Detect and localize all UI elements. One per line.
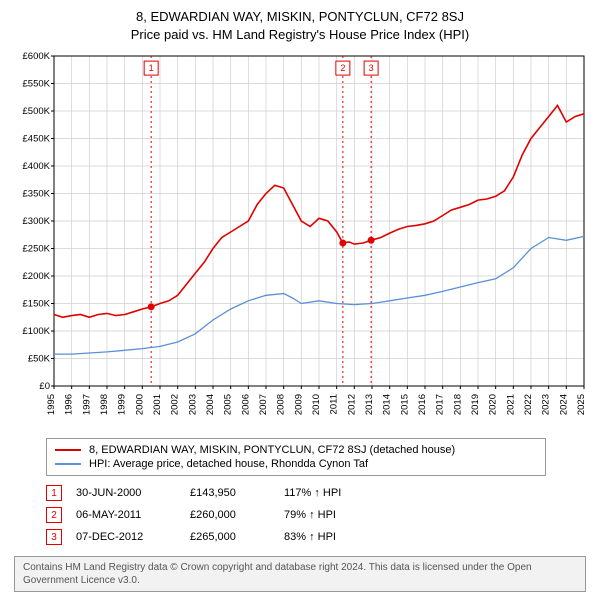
svg-text:2019: 2019 (470, 394, 481, 415)
svg-text:1999: 1999 (117, 394, 128, 415)
transaction-pct: 79% ↑ HPI (284, 509, 384, 521)
svg-text:2011: 2011 (329, 394, 340, 414)
svg-text:£0: £0 (39, 381, 50, 392)
svg-text:2003: 2003 (187, 394, 198, 415)
transaction-date: 30-JUN-2000 (76, 487, 176, 499)
svg-text:1: 1 (149, 63, 154, 73)
svg-text:2000: 2000 (134, 394, 145, 415)
transaction-marker-icon: 2 (46, 507, 62, 523)
svg-text:1996: 1996 (64, 394, 75, 415)
transaction-date: 07-DEC-2012 (76, 531, 176, 543)
transaction-marker-icon: 3 (46, 529, 62, 545)
svg-text:2018: 2018 (452, 394, 463, 415)
chart: £0 £50K £100K £150K £200K £250K £300K £350K £400… (10, 50, 590, 430)
legend-swatch-hpi (55, 463, 81, 465)
transaction-row: 2 06-MAY-2011 £260,000 79% ↑ HPI (46, 504, 586, 526)
title-address: 8, EDWARDIAN WAY, MISKIN, PONTYCLUN, CF7… (10, 8, 590, 26)
legend-label-property: 8, EDWARDIAN WAY, MISKIN, PONTYCLUN, CF7… (89, 444, 455, 456)
svg-text:3: 3 (369, 63, 374, 73)
legend: 8, EDWARDIAN WAY, MISKIN, PONTYCLUN, CF7… (46, 438, 546, 476)
transaction-row: 3 07-DEC-2012 £265,000 83% ↑ HPI (46, 526, 586, 548)
svg-text:1997: 1997 (81, 394, 92, 415)
titles: 8, EDWARDIAN WAY, MISKIN, PONTYCLUN, CF7… (10, 8, 590, 44)
legend-row-property: 8, EDWARDIAN WAY, MISKIN, PONTYCLUN, CF7… (55, 443, 537, 457)
svg-text:2010: 2010 (311, 394, 322, 415)
chart-svg: £0 £50K £100K £150K £200K £250K £300K £350K £400… (10, 50, 590, 430)
svg-text:£500K: £500K (23, 106, 51, 117)
transaction-price: £260,000 (190, 509, 270, 521)
transaction-price: £265,000 (190, 531, 270, 543)
svg-text:1995: 1995 (46, 394, 57, 415)
svg-text:2012: 2012 (346, 394, 357, 415)
transaction-row: 1 30-JUN-2000 £143,950 117% ↑ HPI (46, 482, 586, 504)
svg-text:£100K: £100K (23, 326, 51, 337)
svg-text:2022: 2022 (523, 394, 534, 415)
svg-text:2015: 2015 (399, 394, 410, 415)
svg-text:2007: 2007 (258, 394, 269, 415)
svg-text:£600K: £600K (23, 51, 51, 62)
attribution: Contains HM Land Registry data © Crown c… (14, 556, 586, 592)
svg-text:2005: 2005 (223, 394, 234, 415)
svg-text:2021: 2021 (505, 394, 516, 415)
svg-text:£250K: £250K (23, 244, 51, 255)
svg-text:2001: 2001 (152, 394, 163, 415)
transaction-date: 06-MAY-2011 (76, 509, 176, 521)
transaction-price: £143,950 (190, 487, 270, 499)
svg-text:2020: 2020 (488, 394, 499, 415)
svg-text:2008: 2008 (276, 394, 287, 415)
svg-text:2013: 2013 (364, 394, 375, 415)
svg-text:£350K: £350K (23, 189, 51, 200)
svg-text:2004: 2004 (205, 394, 216, 415)
legend-row-hpi: HPI: Average price, detached house, Rhon… (55, 457, 537, 471)
svg-text:2025: 2025 (576, 394, 587, 415)
root: 8, EDWARDIAN WAY, MISKIN, PONTYCLUN, CF7… (0, 0, 600, 600)
svg-text:£200K: £200K (23, 271, 51, 282)
svg-text:£150K: £150K (23, 299, 51, 310)
svg-text:2002: 2002 (170, 394, 181, 415)
svg-text:2017: 2017 (435, 394, 446, 415)
legend-swatch-property (55, 449, 81, 451)
transactions: 1 30-JUN-2000 £143,950 117% ↑ HPI 2 06-M… (46, 482, 586, 548)
svg-text:2: 2 (340, 63, 345, 73)
legend-label-hpi: HPI: Average price, detached house, Rhon… (89, 458, 368, 470)
transaction-pct: 117% ↑ HPI (284, 487, 384, 499)
transaction-marker-icon: 1 (46, 485, 62, 501)
svg-text:2014: 2014 (382, 394, 393, 415)
svg-text:2009: 2009 (293, 394, 304, 415)
svg-text:1998: 1998 (99, 394, 110, 415)
svg-text:2024: 2024 (558, 394, 569, 415)
svg-text:£300K: £300K (23, 216, 51, 227)
svg-text:2016: 2016 (417, 394, 428, 415)
svg-text:2023: 2023 (541, 394, 552, 415)
title-desc: Price paid vs. HM Land Registry's House … (10, 26, 590, 44)
svg-text:£550K: £550K (23, 79, 51, 90)
svg-text:2006: 2006 (240, 394, 251, 415)
transaction-pct: 83% ↑ HPI (284, 531, 384, 543)
svg-text:£50K: £50K (28, 354, 51, 365)
svg-text:£450K: £450K (23, 134, 51, 145)
svg-text:£400K: £400K (23, 161, 51, 172)
